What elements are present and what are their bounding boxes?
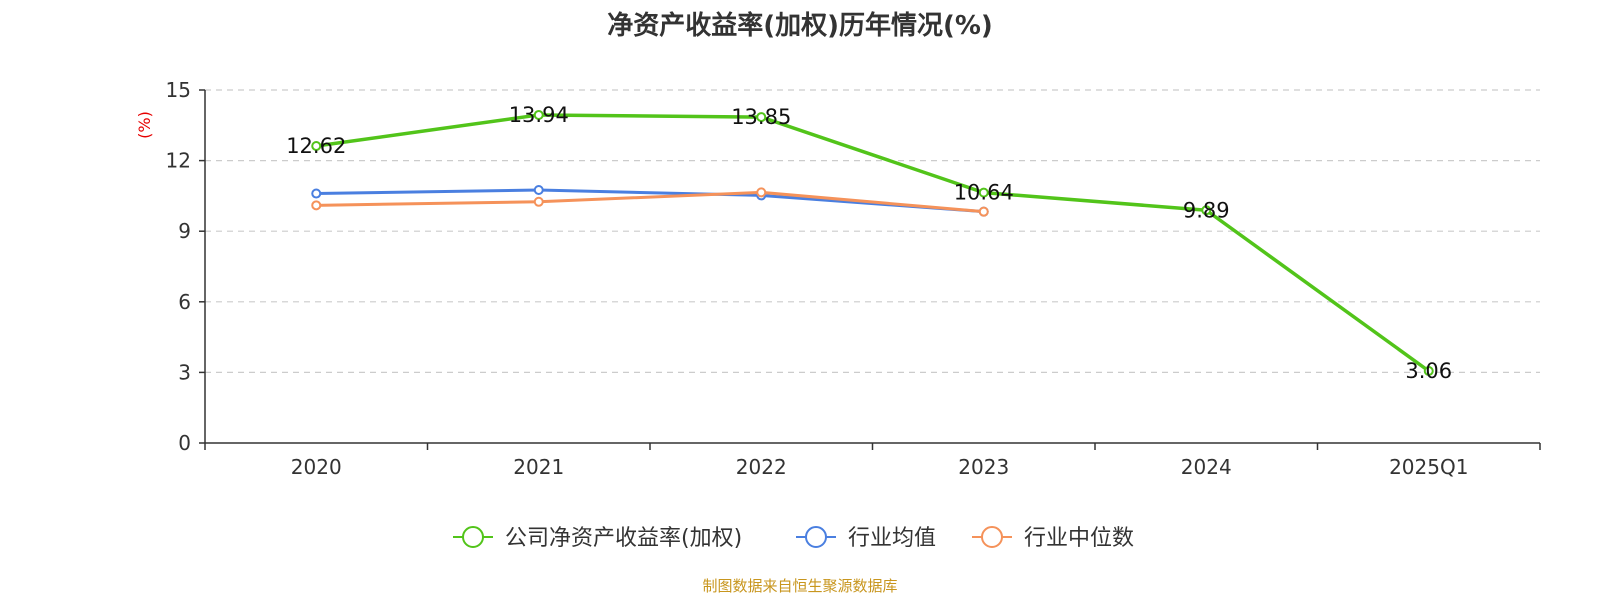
data-point [311, 188, 322, 199]
data-point [533, 185, 544, 196]
series-line [316, 113, 1430, 373]
x-tick-label: 2023 [958, 455, 1009, 479]
grid-lines [205, 89, 1540, 373]
legend-item[interactable]: 行业中位数 [972, 526, 1134, 551]
y-axis-label: (%) [135, 111, 154, 139]
x-tick-label: 2021 [513, 455, 564, 479]
data-label: 10.64 [954, 181, 1014, 205]
data-point [1423, 365, 1434, 376]
x-tick-label: 2020 [291, 455, 342, 479]
y-tick-label: 15 [166, 78, 191, 102]
legend-label: 公司净资产收益率(加权) [505, 526, 742, 551]
legend-label: 行业均值 [848, 526, 936, 551]
x-tick-label: 2022 [736, 455, 787, 479]
source-note: 制图数据来自恒生聚源数据库 [702, 577, 897, 595]
data-label: 13.94 [509, 103, 569, 127]
data-point [533, 196, 544, 207]
y-tick-label: 12 [166, 149, 191, 173]
legend-item[interactable]: 行业均值 [796, 526, 936, 551]
data-point [978, 187, 989, 198]
chart-title: 净资产收益率(加权)历年情况(%) [607, 10, 993, 41]
data-label: 3.06 [1405, 359, 1452, 383]
data-label: 12.62 [286, 134, 346, 158]
legend-circle-icon [805, 526, 827, 548]
data-point [756, 112, 767, 123]
legend-circle-icon [462, 526, 484, 548]
data-label: 9.89 [1183, 198, 1230, 222]
y-tick-label: 9 [178, 219, 191, 243]
series-line [316, 190, 984, 214]
data-point [1201, 205, 1212, 216]
data-point [311, 141, 322, 152]
y-tick-label: 0 [178, 431, 191, 455]
data-labels: 12.62 13.94 13.85 10.64 9.89 3.06 [286, 103, 1452, 383]
legend-item[interactable]: 公司净资产收益率(加权) [453, 526, 742, 551]
data-point [756, 187, 767, 198]
legend[interactable]: 公司净资产收益率(加权) 行业均值 行业中位数 [453, 526, 1134, 551]
x-tick-label: 2025Q1 [1389, 455, 1468, 479]
data-point [978, 206, 989, 217]
axes: 0 3 6 9 12 15 2020 2021 2022 2023 2024 2025Q1 [166, 78, 1541, 479]
y-tick-label: 6 [178, 290, 191, 314]
data-point [311, 200, 322, 211]
data-point [533, 109, 544, 120]
series-line [316, 188, 984, 214]
data-label: 13.85 [731, 105, 791, 129]
x-tick-label: 2024 [1181, 455, 1232, 479]
y-tick-label: 3 [178, 360, 191, 384]
series-lines [311, 109, 1434, 376]
legend-label: 行业中位数 [1024, 526, 1134, 551]
legend-circle-icon [981, 526, 1003, 548]
